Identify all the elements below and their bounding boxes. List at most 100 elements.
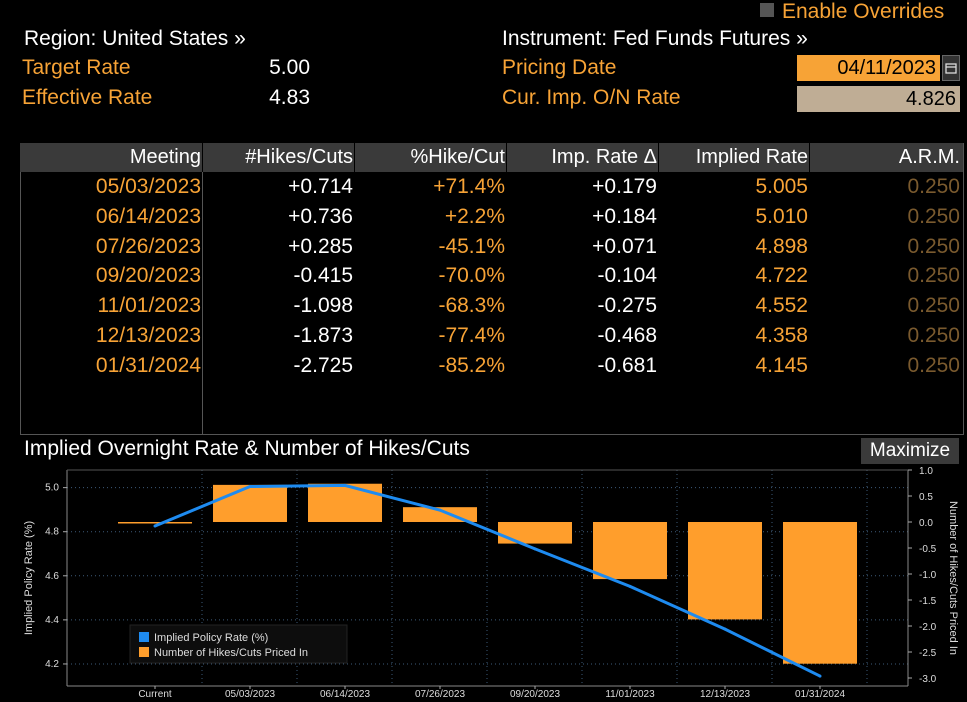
- cur-imp-rate-value: 4.826: [905, 88, 956, 110]
- right-tick-label: -1.0: [919, 570, 937, 581]
- cur-imp-rate-label: Cur. Imp. O/N Rate: [502, 86, 681, 109]
- right-tick-label: -2.5: [919, 648, 937, 659]
- legend-label-line: Implied Policy Rate (%): [154, 632, 268, 644]
- right-tick-label: -2.0: [919, 622, 937, 633]
- x-tick-label: 07/26/2023: [415, 689, 465, 700]
- col-header-pct-hike-cut[interactable]: %Hike/Cut: [410, 146, 505, 168]
- bar-12/13/2023: [688, 522, 762, 620]
- table-divider: [202, 172, 203, 435]
- table-cell-meeting-date[interactable]: 05/03/2023: [95, 175, 201, 198]
- legend-swatch-line: [139, 632, 149, 642]
- table-cell-meeting-date[interactable]: 01/31/2024: [95, 353, 201, 377]
- pricing-date-value: 04/11/2023: [837, 57, 936, 79]
- table-cell-meeting-date[interactable]: 09/20/2023: [95, 264, 201, 288]
- overrides-label: Enable Overrides: [782, 0, 945, 23]
- col-header-hikes-cuts[interactable]: #Hikes/Cuts: [245, 146, 353, 168]
- table-cell-pct-hike-cut: -85.2%: [438, 353, 505, 377]
- effective-rate-label: Effective Rate: [22, 86, 153, 109]
- col-header-imp-rate-delta[interactable]: Imp. Rate Δ: [551, 146, 657, 168]
- chart-title: Implied Overnight Rate & Number of Hikes…: [24, 437, 470, 460]
- maximize-label: Maximize: [869, 440, 951, 461]
- table-cell-arm: 0.250: [907, 264, 960, 288]
- right-tick-label: 1.0: [919, 466, 933, 477]
- left-tick-label: 4.2: [45, 659, 59, 670]
- region-selector[interactable]: Region: United States »: [24, 27, 246, 50]
- overrides-checkbox[interactable]: [760, 3, 774, 18]
- table-cell-hikes-cuts: -1.873: [293, 324, 353, 347]
- table-cell-hikes-cuts: -1.098: [293, 294, 353, 318]
- implied-rate-line: [154, 483, 821, 678]
- table-cell-implied-rate: 4.358: [755, 324, 808, 347]
- right-tick-label: -0.5: [919, 544, 937, 555]
- table-cell-hikes-cuts: +0.736: [288, 204, 353, 228]
- bar-Current: [118, 522, 192, 524]
- x-tick-label: 09/20/2023: [510, 689, 560, 700]
- target-rate-label: Target Rate: [22, 56, 131, 79]
- pricing-date-input[interactable]: 04/11/2023: [797, 55, 940, 81]
- table-cell-pct-hike-cut: -70.0%: [438, 264, 505, 288]
- table-cell-hikes-cuts: -0.415: [293, 264, 353, 288]
- table-cell-hikes-cuts: +0.285: [288, 234, 353, 258]
- legend-label-bar: Number of Hikes/Cuts Priced In: [154, 647, 308, 659]
- table-cell-imp-rate-delta: +0.179: [592, 175, 657, 198]
- bar-01/31/2024: [783, 522, 857, 664]
- left-axis-title: Implied Policy Rate (%): [23, 521, 35, 635]
- col-header-implied-rate[interactable]: Implied Rate: [695, 146, 808, 168]
- maximize-button[interactable]: Maximize: [861, 438, 959, 464]
- bar-09/20/2023: [498, 522, 572, 544]
- implied-rate-point: [723, 627, 727, 631]
- table-cell-imp-rate-delta: -0.468: [597, 324, 657, 347]
- legend-box: [129, 624, 348, 664]
- bar-06/14/2023: [308, 483, 382, 522]
- right-axis-title: Number of Hikes/Cuts Priced In: [947, 501, 959, 655]
- table-cell-implied-rate: 4.552: [755, 294, 808, 318]
- table-cell-arm: 0.250: [907, 353, 960, 377]
- left-tick-label: 4.4: [45, 615, 59, 626]
- table-cell-meeting-date[interactable]: 06/14/2023: [95, 204, 201, 228]
- table-cell-meeting-date[interactable]: 11/01/2023: [97, 294, 201, 318]
- table-cell-meeting-date[interactable]: 07/26/2023: [95, 234, 201, 258]
- left-tick-label: 4.6: [45, 571, 59, 582]
- table-cell-imp-rate-delta: -0.681: [597, 353, 657, 377]
- table-cell-implied-rate: 5.005: [755, 175, 808, 198]
- table-cell-hikes-cuts: +0.714: [288, 175, 353, 198]
- table-cell-pct-hike-cut: +2.2%: [444, 204, 505, 228]
- bar-05/03/2023: [213, 484, 287, 522]
- bar-11/01/2023: [593, 522, 667, 580]
- enable-overrides-toggle[interactable]: Enable Overrides: [760, 0, 944, 24]
- table-cell-pct-hike-cut: +71.4%: [433, 175, 505, 198]
- table-cell-implied-rate: 4.722: [755, 264, 808, 288]
- x-tick-label: 01/31/2024: [795, 689, 845, 700]
- x-tick-label: Current: [138, 689, 172, 700]
- table-cell-arm: 0.250: [907, 204, 960, 228]
- instrument-selector[interactable]: Instrument: Fed Funds Futures »: [502, 27, 808, 50]
- x-tick-label: 12/13/2023: [700, 689, 750, 700]
- table-cell-meeting-date[interactable]: 12/13/2023: [95, 324, 201, 347]
- table-cell-arm: 0.250: [907, 175, 960, 198]
- x-tick-label: 11/01/2023: [605, 689, 655, 700]
- implied-rate-point: [343, 483, 347, 487]
- pricing-date-label: Pricing Date: [502, 56, 617, 79]
- hikes-cuts-chart: 4.2 4.4 4.6 4.8 5.0 1.0 0.5 0.0 -0.5 -1.0 -1.5 -2.0…: [23, 466, 959, 700]
- table-cell-pct-hike-cut: -45.1%: [438, 234, 505, 258]
- calendar-icon[interactable]: [942, 55, 960, 81]
- table-cell-imp-rate-delta: -0.275: [597, 294, 657, 318]
- table-cell-implied-rate: 5.010: [755, 204, 808, 228]
- table-cell-implied-rate: 4.898: [755, 234, 808, 258]
- implied-rate-point: [628, 584, 632, 588]
- col-header-meeting[interactable]: Meeting: [129, 146, 201, 168]
- right-tick-label: 0.0: [919, 518, 933, 529]
- effective-rate-value: 4.83: [269, 86, 310, 109]
- x-tick-label: 05/03/2023: [225, 689, 275, 700]
- col-header-arm[interactable]: A.R.M.: [898, 146, 960, 168]
- x-tick-label: 06/14/2023: [320, 689, 370, 700]
- table-cell-arm: 0.250: [907, 294, 960, 318]
- implied-rate-point: [248, 485, 252, 489]
- left-tick-label: 4.8: [45, 527, 59, 538]
- table-cell-pct-hike-cut: -77.4%: [438, 324, 505, 347]
- table-cell-imp-rate-delta: -0.104: [597, 264, 657, 288]
- right-tick-label: -3.0: [919, 674, 937, 685]
- implied-rate-point: [153, 524, 157, 528]
- implied-rate-point: [818, 674, 822, 678]
- table-header: Meeting #Hikes/Cuts %Hike/Cut Imp. Rate …: [20, 143, 963, 172]
